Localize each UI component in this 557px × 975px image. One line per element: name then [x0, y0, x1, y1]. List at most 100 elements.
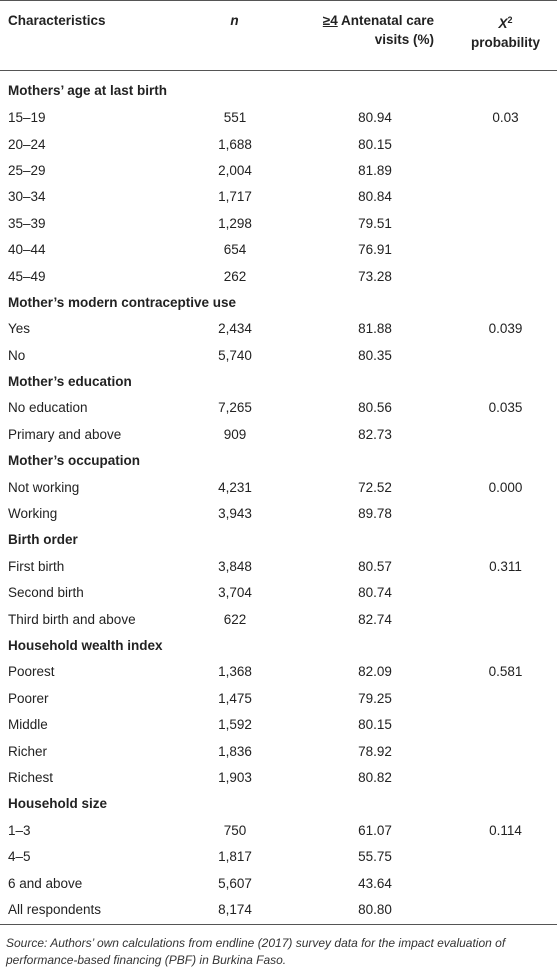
header-anc-line2: visits (%): [374, 32, 434, 47]
row-percent: 72.52: [358, 479, 392, 495]
row-probability: [454, 896, 557, 924]
row-probability: 0.114: [489, 822, 522, 838]
row-n: 1,475: [218, 690, 252, 706]
row-label: All respondents: [8, 902, 102, 918]
row-label: Yes: [8, 321, 31, 337]
row-label: Poorest: [8, 664, 55, 680]
table-row: 4–5 1,817 55.75: [0, 843, 557, 869]
row-probability: [454, 843, 557, 869]
row-probability: [454, 764, 557, 790]
header-chi-word: probability: [470, 35, 540, 50]
row-n: 909: [223, 426, 247, 442]
section-title: Household size: [8, 796, 108, 812]
header-anc-line1: Antenatal care: [337, 13, 434, 28]
row-probability: 0.03: [492, 110, 519, 126]
row-probability: [454, 263, 557, 289]
row-n: 3,943: [218, 506, 252, 522]
row-probability: [454, 580, 557, 606]
row-percent: 43.64: [358, 875, 392, 891]
header-chi-symbol: X: [498, 16, 508, 31]
row-label: Middle: [8, 717, 48, 733]
section-row: Birth order: [0, 527, 557, 553]
table-row: Richest 1,903 80.82: [0, 764, 557, 790]
row-n: 654: [223, 242, 247, 258]
row-n: 1,368: [218, 664, 252, 680]
row-label: Working: [8, 506, 58, 522]
section-title: Birth order: [8, 532, 78, 548]
table-row: 15–19 551 80.94 0.03: [0, 105, 557, 131]
row-label: No: [8, 347, 26, 363]
table-row: All respondents 8,174 80.80: [0, 896, 557, 925]
table-row: Not working 4,231 72.52 0.000: [0, 474, 557, 500]
section-row: Mother’s education: [0, 368, 557, 394]
row-n: 2,004: [218, 162, 252, 178]
table-row: No 5,740 80.35: [0, 342, 557, 368]
row-probability: [454, 738, 557, 764]
source-note: Source: Authors’ own calculations from e…: [6, 935, 506, 967]
row-percent: 82.73: [358, 426, 392, 442]
row-label: Not working: [8, 479, 80, 495]
row-n: 1,688: [218, 136, 252, 152]
row-label: No education: [8, 400, 88, 416]
row-n: 1,817: [218, 849, 252, 865]
table-row: 45–49 262 73.28: [0, 263, 557, 289]
table-row: 6 and above 5,607 43.64: [0, 870, 557, 896]
row-label: 4–5: [8, 849, 31, 865]
row-label: Primary and above: [8, 426, 122, 442]
table-row: Third birth and above 622 82.74: [0, 606, 557, 632]
row-probability: 0.039: [488, 321, 523, 337]
row-percent: 73.28: [358, 268, 392, 284]
row-probability: [454, 210, 557, 236]
section-row: Mother’s occupation: [0, 448, 557, 474]
row-label: 35–39: [8, 215, 46, 231]
table-row: Richer 1,836 78.92: [0, 738, 557, 764]
row-label: Third birth and above: [8, 611, 136, 627]
table-row: Yes 2,434 81.88 0.039: [0, 316, 557, 342]
row-probability: [454, 685, 557, 711]
header-chi-sup: 2: [507, 15, 513, 25]
row-percent: 81.88: [358, 321, 392, 337]
table-row: Middle 1,592 80.15: [0, 711, 557, 737]
row-label: Second birth: [8, 585, 84, 601]
row-label: 6 and above: [8, 875, 83, 891]
row-n: 1,298: [218, 215, 252, 231]
row-percent: 82.09: [358, 664, 392, 680]
row-probability: [454, 500, 557, 526]
row-label: 15–19: [8, 110, 46, 126]
row-label: 30–34: [8, 189, 46, 205]
header-row: Characteristics n ≥4 Antenatal care visit…: [0, 0, 557, 71]
header-n: n: [230, 13, 239, 28]
row-probability: [454, 236, 557, 262]
row-label: First birth: [8, 558, 65, 574]
row-n: 551: [223, 110, 247, 126]
row-percent: 80.84: [358, 189, 392, 205]
row-probability: [454, 606, 557, 632]
section-title: Mother’s modern contraceptive use: [8, 294, 237, 310]
table-row: Second birth 3,704 80.74: [0, 580, 557, 606]
row-n: 5,740: [218, 347, 252, 363]
row-percent: 80.56: [358, 400, 392, 416]
table-row: 25–29 2,004 81.89: [0, 157, 557, 183]
antenatal-care-table: Characteristics n ≥4 Antenatal care visit…: [0, 0, 557, 925]
row-percent: 80.82: [358, 769, 392, 785]
row-n: 8,174: [218, 902, 252, 918]
section-title: Household wealth index: [8, 638, 163, 653]
row-n: 3,704: [218, 585, 252, 601]
row-probability: [454, 131, 557, 157]
row-percent: 80.35: [358, 347, 392, 363]
row-probability: [454, 157, 557, 183]
table-row: No education 7,265 80.56 0.035: [0, 395, 557, 421]
table-row: 35–39 1,298 79.51: [0, 210, 557, 236]
row-percent: 76.91: [358, 242, 392, 258]
table-row: Poorer 1,475 79.25: [0, 685, 557, 711]
header-chi-square: X2 probability: [454, 1, 557, 71]
row-n: 3,848: [218, 558, 252, 574]
header-antenatal-visits: ≥4 Antenatal care visits (%): [274, 1, 454, 71]
row-probability: [454, 421, 557, 447]
table-row: 1–3 750 61.07 0.114: [0, 817, 557, 843]
row-percent: 80.15: [358, 136, 392, 152]
row-percent: 79.25: [358, 690, 392, 706]
row-percent: 55.75: [358, 849, 392, 865]
row-n: 5,607: [218, 875, 252, 891]
row-n: 7,265: [218, 400, 252, 416]
